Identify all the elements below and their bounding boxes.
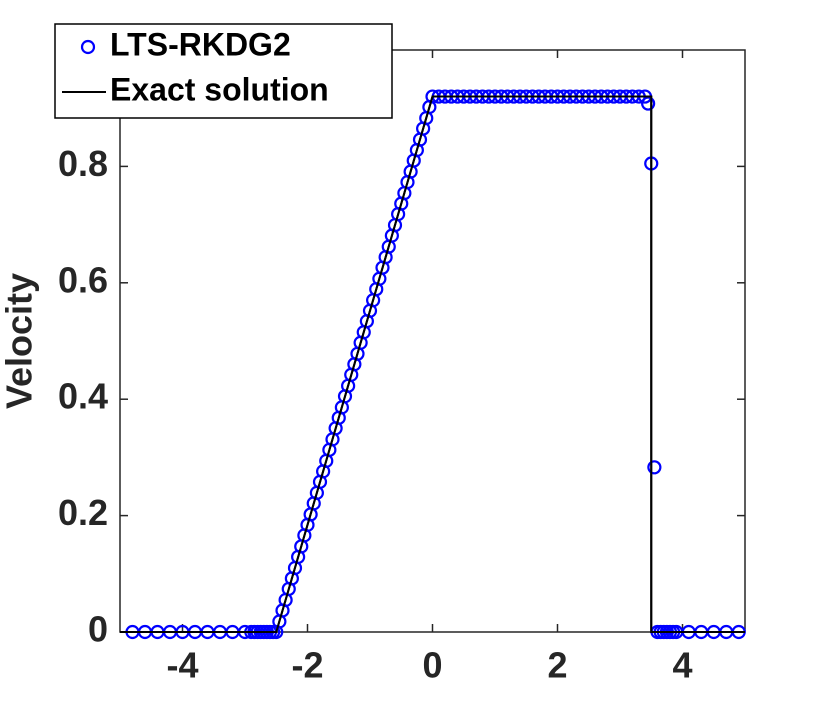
legend-marker — [80, 39, 96, 55]
x-tick-label: -2 — [291, 645, 323, 686]
y-tick-label: 0.8 — [58, 143, 108, 184]
y-tick-label: 0.2 — [58, 492, 108, 533]
marker — [647, 460, 662, 475]
legend: LTS-RKDG2 Exact solution — [54, 23, 393, 119]
x-tick-label: -4 — [166, 645, 198, 686]
y-tick-label: 0.4 — [58, 376, 108, 417]
legend-label: LTS-RKDG2 — [110, 26, 291, 62]
legend-box — [54, 23, 393, 119]
y-tick-label: 0.6 — [58, 259, 108, 300]
y-axis-label: Velocity — [0, 273, 40, 409]
legend-label: Exact solution — [110, 71, 329, 107]
y-tick-label: 0 — [88, 609, 108, 650]
x-tick-label: 2 — [547, 645, 567, 686]
x-tick-label: 0 — [422, 645, 442, 686]
exact-line — [120, 95, 745, 633]
x-tick-label: 4 — [672, 645, 692, 686]
